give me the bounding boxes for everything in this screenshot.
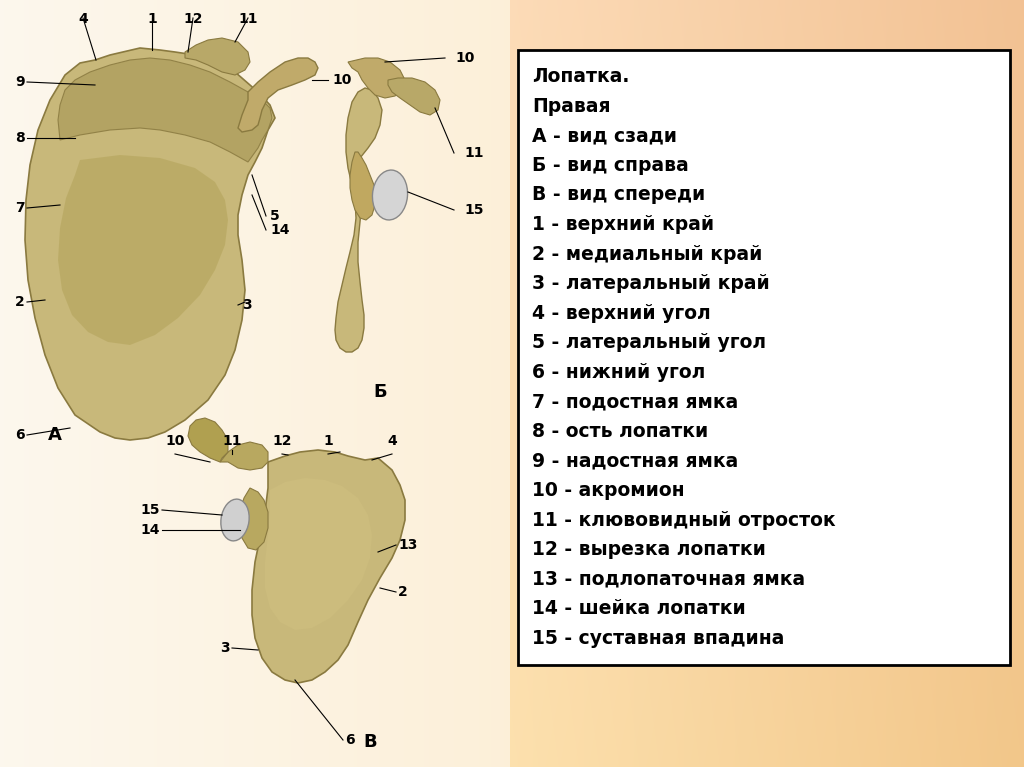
Text: 10: 10 (332, 73, 351, 87)
Polygon shape (25, 48, 275, 440)
Text: 6: 6 (345, 733, 354, 747)
Text: Б: Б (373, 383, 387, 401)
Text: 9 - надостная ямка: 9 - надостная ямка (532, 452, 738, 470)
Text: 11: 11 (222, 434, 242, 448)
Polygon shape (350, 152, 376, 220)
Text: 4 - верхний угол: 4 - верхний угол (532, 304, 711, 323)
Text: 11 - клювовидный отросток: 11 - клювовидный отросток (532, 511, 836, 529)
Text: В: В (364, 733, 377, 751)
Text: 3: 3 (242, 298, 252, 312)
Text: А: А (48, 426, 61, 444)
Text: 2 - медиальный край: 2 - медиальный край (532, 245, 763, 264)
Text: 8 - ость лопатки: 8 - ость лопатки (532, 422, 709, 441)
Text: 14: 14 (140, 523, 160, 537)
Text: 2: 2 (398, 585, 408, 599)
Text: 10: 10 (455, 51, 474, 65)
Text: 10: 10 (165, 434, 184, 448)
Text: 7 - подостная ямка: 7 - подостная ямка (532, 393, 738, 411)
Polygon shape (185, 38, 250, 75)
Ellipse shape (221, 499, 249, 541)
Polygon shape (188, 418, 228, 462)
Text: 1: 1 (147, 12, 157, 26)
Text: 6 - нижний угол: 6 - нижний угол (532, 363, 706, 382)
Text: 11: 11 (239, 12, 258, 26)
Text: 7: 7 (15, 201, 25, 215)
Polygon shape (252, 450, 406, 683)
Text: 1 - верхний край: 1 - верхний край (532, 215, 714, 234)
Text: 2: 2 (15, 295, 25, 309)
Polygon shape (58, 58, 272, 162)
Text: 4: 4 (78, 12, 88, 26)
Polygon shape (238, 58, 318, 132)
Text: 12 - вырезка лопатки: 12 - вырезка лопатки (532, 540, 766, 559)
Text: 12: 12 (183, 12, 203, 26)
Polygon shape (58, 155, 228, 345)
Polygon shape (265, 478, 372, 630)
Text: 14 - шейка лопатки: 14 - шейка лопатки (532, 599, 745, 618)
Text: 15: 15 (464, 203, 483, 217)
Polygon shape (335, 88, 382, 352)
Text: 10 - акромион: 10 - акромион (532, 481, 685, 500)
Text: Правая: Правая (532, 97, 610, 116)
Text: Б - вид справа: Б - вид справа (532, 156, 689, 175)
Text: 6: 6 (15, 428, 25, 442)
Bar (518, 50, 1010, 665)
Text: 9: 9 (15, 75, 25, 89)
Text: 13 - подлопаточная ямка: 13 - подлопаточная ямка (532, 570, 805, 588)
Text: 4: 4 (387, 434, 397, 448)
Text: А - вид сзади: А - вид сзади (532, 127, 677, 146)
Polygon shape (220, 442, 268, 470)
Text: 13: 13 (398, 538, 418, 552)
Polygon shape (240, 488, 268, 550)
Text: 5: 5 (270, 209, 280, 223)
Text: 15 - суставная впадина: 15 - суставная впадина (532, 629, 784, 647)
Text: 8: 8 (15, 131, 25, 145)
Text: Лопатка.: Лопатка. (532, 67, 630, 86)
Text: 12: 12 (272, 434, 292, 448)
Text: 15: 15 (140, 503, 160, 517)
Ellipse shape (373, 170, 408, 220)
Polygon shape (348, 58, 406, 98)
Text: В - вид спереди: В - вид спереди (532, 186, 706, 205)
Text: 14: 14 (270, 223, 290, 237)
Polygon shape (388, 78, 440, 115)
Text: 1: 1 (324, 434, 333, 448)
Text: 11: 11 (464, 146, 483, 160)
Text: 5 - латеральный угол: 5 - латеральный угол (532, 333, 766, 352)
Text: 3 - латеральный край: 3 - латеральный край (532, 274, 770, 293)
Text: 3: 3 (220, 641, 230, 655)
